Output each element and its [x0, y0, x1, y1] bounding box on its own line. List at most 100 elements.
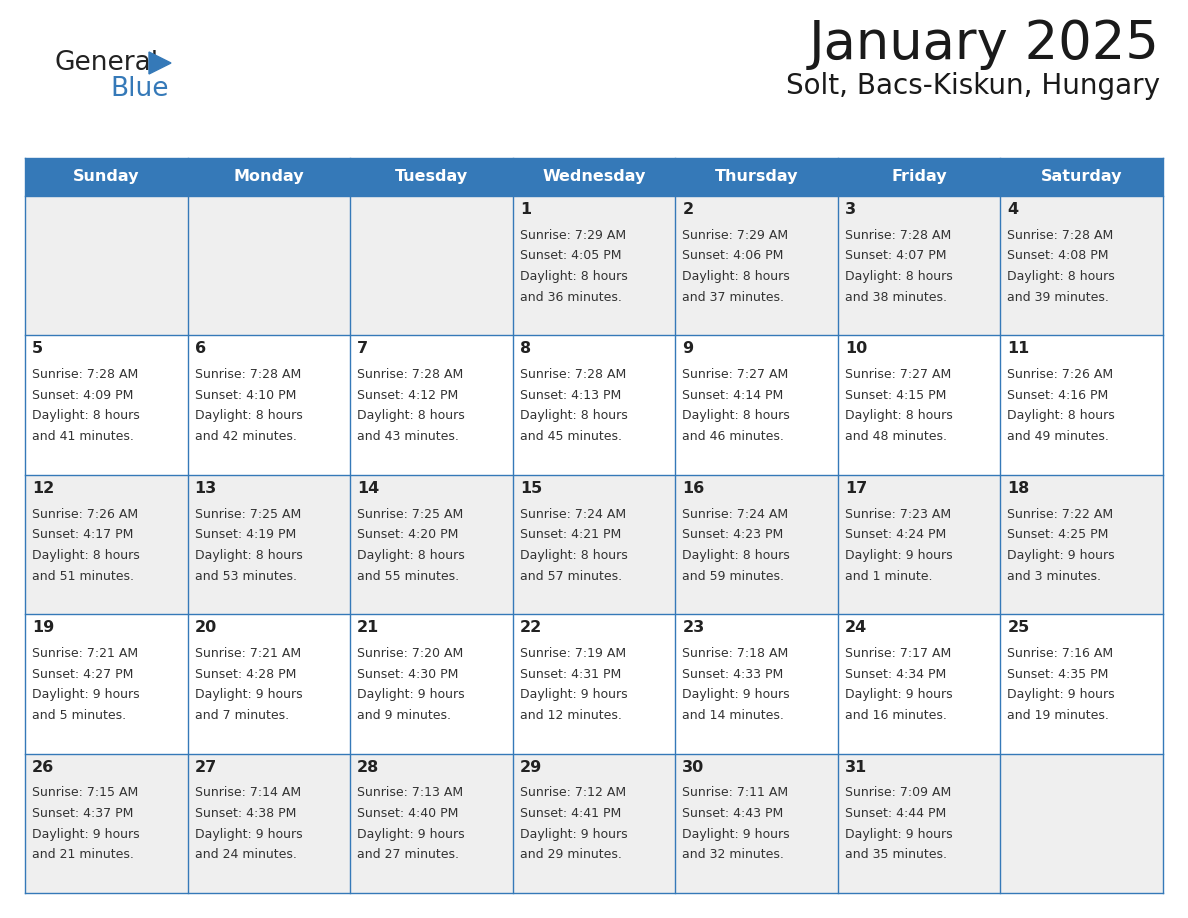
Text: Daylight: 8 hours: Daylight: 8 hours [682, 270, 790, 283]
Text: Sunset: 4:27 PM: Sunset: 4:27 PM [32, 667, 133, 680]
Text: 23: 23 [682, 621, 704, 635]
Text: 9: 9 [682, 341, 694, 356]
Text: Daylight: 8 hours: Daylight: 8 hours [1007, 409, 1116, 422]
Text: Sunset: 4:30 PM: Sunset: 4:30 PM [358, 667, 459, 680]
Text: 1: 1 [519, 202, 531, 217]
Polygon shape [148, 52, 171, 74]
Text: and 9 minutes.: and 9 minutes. [358, 709, 451, 722]
Text: 29: 29 [519, 759, 542, 775]
Text: Sunrise: 7:24 AM: Sunrise: 7:24 AM [519, 508, 626, 521]
Text: Sunrise: 7:27 AM: Sunrise: 7:27 AM [682, 368, 789, 381]
Text: Sunset: 4:40 PM: Sunset: 4:40 PM [358, 807, 459, 820]
Text: Daylight: 8 hours: Daylight: 8 hours [519, 549, 627, 562]
Text: 28: 28 [358, 759, 379, 775]
Text: and 5 minutes.: and 5 minutes. [32, 709, 126, 722]
Text: Sunrise: 7:21 AM: Sunrise: 7:21 AM [195, 647, 301, 660]
Text: 14: 14 [358, 481, 379, 496]
Text: Daylight: 8 hours: Daylight: 8 hours [32, 409, 140, 422]
Bar [25, 754, 1163, 893]
Text: Sunset: 4:21 PM: Sunset: 4:21 PM [519, 528, 621, 542]
Text: Sunset: 4:35 PM: Sunset: 4:35 PM [1007, 667, 1108, 680]
Bar [25, 158, 1163, 196]
Text: and 36 minutes.: and 36 minutes. [519, 291, 621, 304]
Text: and 46 minutes.: and 46 minutes. [682, 431, 784, 443]
Text: Sunrise: 7:25 AM: Sunrise: 7:25 AM [358, 508, 463, 521]
Text: 22: 22 [519, 621, 542, 635]
Text: Sunset: 4:25 PM: Sunset: 4:25 PM [1007, 528, 1108, 542]
Text: 3: 3 [845, 202, 857, 217]
Text: 4: 4 [1007, 202, 1018, 217]
Text: and 42 minutes.: and 42 minutes. [195, 431, 297, 443]
Text: Daylight: 9 hours: Daylight: 9 hours [195, 828, 302, 841]
Text: and 49 minutes.: and 49 minutes. [1007, 431, 1110, 443]
Text: Sunset: 4:10 PM: Sunset: 4:10 PM [195, 389, 296, 402]
Text: Sunset: 4:20 PM: Sunset: 4:20 PM [358, 528, 459, 542]
Text: Daylight: 9 hours: Daylight: 9 hours [519, 688, 627, 701]
Text: Sunrise: 7:22 AM: Sunrise: 7:22 AM [1007, 508, 1113, 521]
Text: 15: 15 [519, 481, 542, 496]
Text: 17: 17 [845, 481, 867, 496]
Text: and 51 minutes.: and 51 minutes. [32, 569, 134, 583]
Text: 13: 13 [195, 481, 217, 496]
Text: Thursday: Thursday [715, 170, 798, 185]
Text: Sunset: 4:23 PM: Sunset: 4:23 PM [682, 528, 784, 542]
Text: 30: 30 [682, 759, 704, 775]
Text: 2: 2 [682, 202, 694, 217]
Text: Daylight: 9 hours: Daylight: 9 hours [32, 688, 140, 701]
Text: and 27 minutes.: and 27 minutes. [358, 848, 459, 861]
Text: January 2025: January 2025 [809, 18, 1159, 70]
Text: Wednesday: Wednesday [542, 170, 646, 185]
Text: Sunrise: 7:21 AM: Sunrise: 7:21 AM [32, 647, 138, 660]
Text: Daylight: 8 hours: Daylight: 8 hours [358, 549, 465, 562]
Text: Sunset: 4:28 PM: Sunset: 4:28 PM [195, 667, 296, 680]
Text: Sunset: 4:15 PM: Sunset: 4:15 PM [845, 389, 946, 402]
Text: Sunset: 4:37 PM: Sunset: 4:37 PM [32, 807, 133, 820]
Text: Daylight: 9 hours: Daylight: 9 hours [845, 688, 953, 701]
Text: Daylight: 9 hours: Daylight: 9 hours [682, 688, 790, 701]
Text: and 21 minutes.: and 21 minutes. [32, 848, 134, 861]
Text: Sunset: 4:05 PM: Sunset: 4:05 PM [519, 250, 621, 263]
Text: and 39 minutes.: and 39 minutes. [1007, 291, 1110, 304]
Bar [25, 475, 1163, 614]
Text: Daylight: 8 hours: Daylight: 8 hours [682, 549, 790, 562]
Text: Daylight: 9 hours: Daylight: 9 hours [519, 828, 627, 841]
Text: 19: 19 [32, 621, 55, 635]
Text: Friday: Friday [891, 170, 947, 185]
Text: Sunset: 4:41 PM: Sunset: 4:41 PM [519, 807, 621, 820]
Text: Daylight: 8 hours: Daylight: 8 hours [519, 270, 627, 283]
Text: Daylight: 8 hours: Daylight: 8 hours [195, 409, 302, 422]
Text: Daylight: 8 hours: Daylight: 8 hours [519, 409, 627, 422]
Text: Sunrise: 7:26 AM: Sunrise: 7:26 AM [1007, 368, 1113, 381]
Text: 16: 16 [682, 481, 704, 496]
Text: and 57 minutes.: and 57 minutes. [519, 569, 621, 583]
Text: Solt, Bacs-Kiskun, Hungary: Solt, Bacs-Kiskun, Hungary [786, 72, 1159, 100]
Text: Sunrise: 7:28 AM: Sunrise: 7:28 AM [1007, 229, 1113, 241]
Text: and 7 minutes.: and 7 minutes. [195, 709, 289, 722]
Text: Daylight: 8 hours: Daylight: 8 hours [358, 409, 465, 422]
Text: Sunset: 4:38 PM: Sunset: 4:38 PM [195, 807, 296, 820]
Text: and 35 minutes.: and 35 minutes. [845, 848, 947, 861]
Text: Tuesday: Tuesday [394, 170, 468, 185]
Text: Sunrise: 7:23 AM: Sunrise: 7:23 AM [845, 508, 950, 521]
Text: Sunrise: 7:11 AM: Sunrise: 7:11 AM [682, 787, 789, 800]
Text: 27: 27 [195, 759, 217, 775]
Text: Sunset: 4:44 PM: Sunset: 4:44 PM [845, 807, 946, 820]
Text: and 53 minutes.: and 53 minutes. [195, 569, 297, 583]
Text: Sunrise: 7:25 AM: Sunrise: 7:25 AM [195, 508, 301, 521]
Text: and 29 minutes.: and 29 minutes. [519, 848, 621, 861]
Text: Daylight: 9 hours: Daylight: 9 hours [358, 828, 465, 841]
Text: 7: 7 [358, 341, 368, 356]
Text: Sunset: 4:19 PM: Sunset: 4:19 PM [195, 528, 296, 542]
Text: Monday: Monday [234, 170, 304, 185]
Text: Daylight: 9 hours: Daylight: 9 hours [845, 549, 953, 562]
Text: and 1 minute.: and 1 minute. [845, 569, 933, 583]
Text: and 24 minutes.: and 24 minutes. [195, 848, 297, 861]
Text: 8: 8 [519, 341, 531, 356]
Text: 25: 25 [1007, 621, 1030, 635]
Text: and 14 minutes.: and 14 minutes. [682, 709, 784, 722]
Text: and 38 minutes.: and 38 minutes. [845, 291, 947, 304]
Text: Sunrise: 7:15 AM: Sunrise: 7:15 AM [32, 787, 138, 800]
Text: Sunrise: 7:28 AM: Sunrise: 7:28 AM [519, 368, 626, 381]
Text: and 3 minutes.: and 3 minutes. [1007, 569, 1101, 583]
Text: 12: 12 [32, 481, 55, 496]
